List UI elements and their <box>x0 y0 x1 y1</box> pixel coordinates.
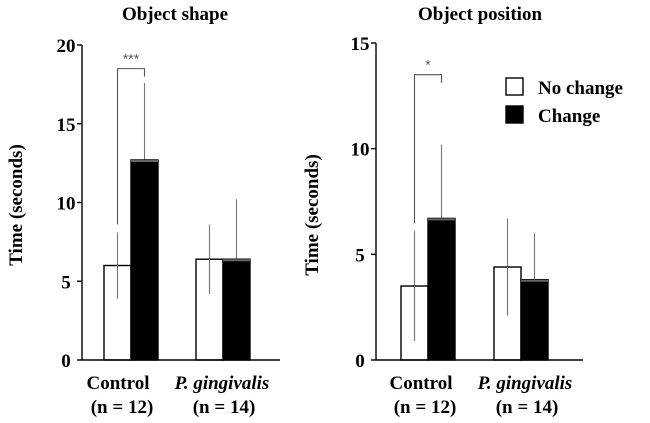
y-tick-label: 15 <box>351 34 370 55</box>
category-label-control: Control <box>87 373 150 394</box>
category-label-control: Control <box>390 373 453 394</box>
y-tick-label: 0 <box>61 351 71 372</box>
plot-area: 0 5 10 15 20 *** <box>57 36 280 372</box>
chart-object-shape: Object shape Time (seconds) 05101520*** … <box>6 4 280 418</box>
legend-label-change: Change <box>538 106 600 127</box>
category-n-control: (n = 12) <box>91 397 154 418</box>
y-axis-label: Time (seconds) <box>302 154 323 276</box>
category-n-pg: (n = 14) <box>496 397 559 418</box>
category-label-pg: P. gingivalis <box>477 373 573 394</box>
y-tick-label: 20 <box>57 36 76 57</box>
category-n-control: (n = 12) <box>394 397 457 418</box>
bar-change <box>520 278 549 361</box>
legend-label-no-change: No change <box>538 78 623 99</box>
category-n-pg: (n = 14) <box>193 397 256 418</box>
significance-label: *** <box>123 51 140 67</box>
category-label-pg: P. gingivalis <box>174 373 270 394</box>
legend-swatch-change <box>505 105 524 124</box>
bar-change <box>130 159 159 361</box>
y-tick-label: 10 <box>57 194 76 215</box>
significance-label: * <box>425 57 431 73</box>
plot-area: 0 5 10 15 * <box>351 34 583 372</box>
y-tick-label: 5 <box>355 245 365 266</box>
y-tick-label: 15 <box>57 115 76 136</box>
y-tick-label: 10 <box>351 140 370 161</box>
chart-object-position: Object position Time (seconds) 0 5 10 15 * C… <box>302 4 583 418</box>
bar-change <box>222 258 251 361</box>
significance-bracket <box>116 68 146 225</box>
bar-change <box>427 217 456 361</box>
y-tick-label: 0 <box>355 351 365 372</box>
significance-bracket <box>413 74 443 224</box>
y-tick-label: 5 <box>61 272 71 293</box>
chart-title: Object position <box>418 4 542 25</box>
legend: No change Change <box>505 77 623 127</box>
y-axis-label: Time (seconds) <box>6 144 27 266</box>
chart-title: Object shape <box>122 4 228 25</box>
legend-swatch-no-change <box>505 77 524 96</box>
